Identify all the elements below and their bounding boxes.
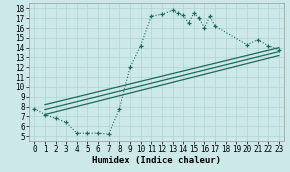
X-axis label: Humidex (Indice chaleur): Humidex (Indice chaleur)	[92, 156, 221, 165]
